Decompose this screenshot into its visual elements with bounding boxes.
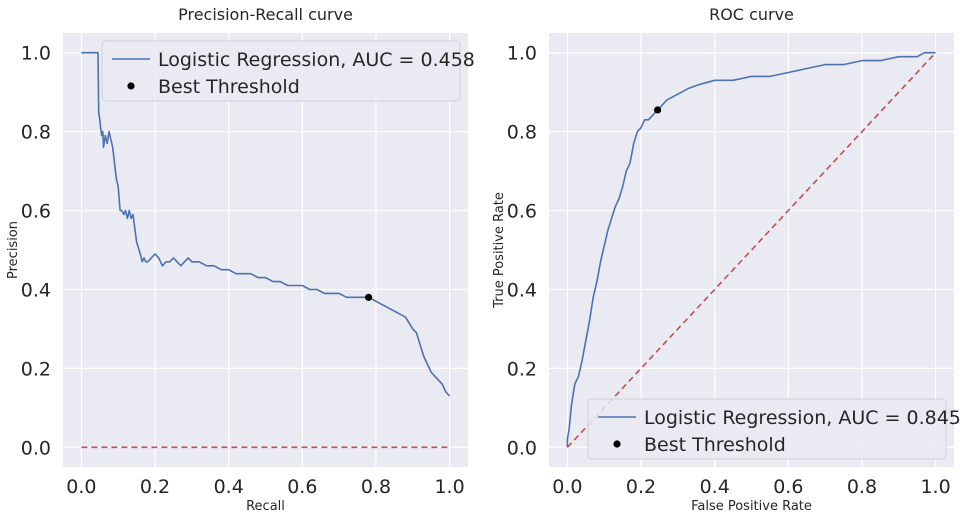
roc-x-tick-label: 0.2 xyxy=(626,476,656,498)
pr-legend: Logistic Regression, AUC = 0.458 Best Thr… xyxy=(101,40,475,102)
roc-legend: Logistic Regression, AUC = 0.845 Best Thr… xyxy=(587,398,961,460)
pr-x-tick-label: 1.0 xyxy=(434,476,464,498)
pr-y-axis-label: Precision xyxy=(6,221,21,279)
roc-chart: 0.0 0.2 0.4 0.6 0.8 1.0 0.0 0.2 0.4 0.6 0.8 1.0 ROC … xyxy=(492,5,961,514)
roc-x-tick-label: 1.0 xyxy=(920,476,950,498)
pr-legend-point-swatch xyxy=(127,82,135,90)
pr-x-tick-label: 0.0 xyxy=(66,476,96,498)
roc-legend-label-curve: Logistic Regression, AUC = 0.845 xyxy=(644,407,961,429)
pr-chart: 0.0 0.2 0.4 0.6 0.8 1.0 0.0 0.2 0.4 0.6 0.8 1.0 Prec… xyxy=(6,5,475,514)
roc-y-tick-label: 0.2 xyxy=(507,358,537,380)
pr-title: Precision-Recall curve xyxy=(178,5,353,24)
pr-best-threshold-point xyxy=(364,293,373,301)
pr-plot-area xyxy=(63,33,468,467)
pr-grid xyxy=(63,33,468,467)
pr-legend-box xyxy=(101,40,461,102)
roc-y-tick-label: 0.0 xyxy=(507,437,537,459)
roc-x-tick-label: 0.0 xyxy=(552,476,582,498)
pr-legend-label-curve: Logistic Regression, AUC = 0.458 xyxy=(158,49,475,71)
pr-y-tick-label: 0.2 xyxy=(21,358,51,380)
roc-y-tick-label: 0.4 xyxy=(507,279,537,301)
pr-legend-label-point: Best Threshold xyxy=(158,76,300,98)
pr-x-tick-label: 0.4 xyxy=(214,476,244,498)
roc-legend-box xyxy=(587,398,947,460)
roc-best-threshold-point xyxy=(654,106,662,114)
pr-y-tick-label: 0.8 xyxy=(21,122,51,144)
pr-x-tick-label: 0.2 xyxy=(140,476,170,498)
pr-x-axis-label: Recall xyxy=(246,499,285,514)
roc-legend-label-point: Best Threshold xyxy=(644,434,786,456)
roc-y-axis-label: True Positive Rate xyxy=(492,192,507,309)
roc-x-tick-label: 0.6 xyxy=(773,476,803,498)
pr-curve-line xyxy=(81,51,451,397)
pr-y-tick-label: 0.6 xyxy=(21,201,51,223)
roc-x-tick-label: 0.8 xyxy=(847,476,877,498)
roc-legend-point-swatch xyxy=(613,440,621,448)
pr-y-tick-label: 0.4 xyxy=(21,279,51,301)
roc-curve-line xyxy=(566,51,936,448)
roc-y-tick-label: 0.8 xyxy=(507,122,537,144)
roc-x-tick-label: 0.4 xyxy=(700,476,730,498)
pr-x-tick-label: 0.6 xyxy=(287,476,317,498)
roc-title: ROC curve xyxy=(709,5,794,24)
roc-x-axis-label: False Positive Rate xyxy=(691,499,812,514)
pr-x-tick-label: 0.8 xyxy=(361,476,391,498)
pr-y-tick-label: 0.0 xyxy=(21,437,51,459)
pr-y-tick-label: 1.0 xyxy=(21,43,51,65)
roc-y-tick-label: 0.6 xyxy=(507,201,537,223)
roc-y-tick-label: 1.0 xyxy=(507,43,537,65)
